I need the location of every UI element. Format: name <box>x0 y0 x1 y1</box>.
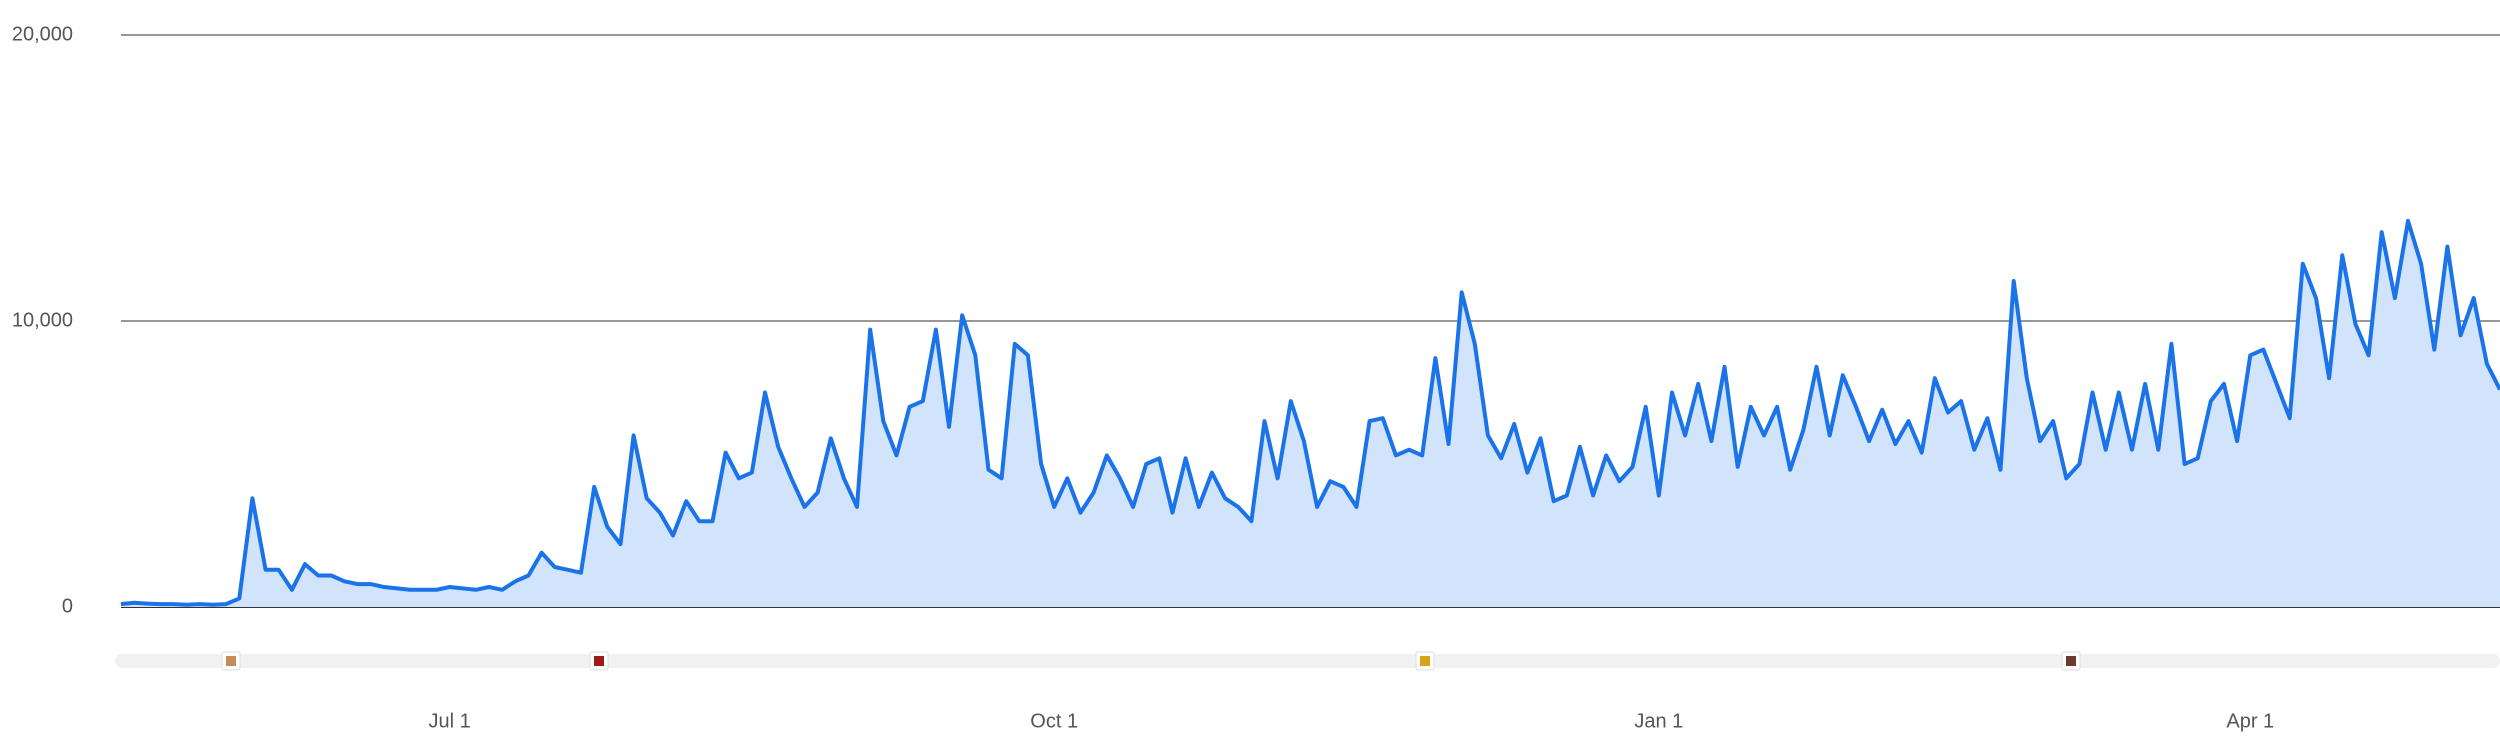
y-tick-label: 20,000 <box>12 23 73 45</box>
y-tick-label: 0 <box>62 595 73 617</box>
area <box>121 220 2500 607</box>
icon-image <box>226 656 236 666</box>
icon-image <box>1420 656 1430 666</box>
icon-image <box>594 656 604 666</box>
plot: 0 10,000 20,000 Jul 1 Oct 1 Jan 1 Apr 1 <box>12 23 2500 732</box>
line <box>120 218 2500 607</box>
x-tick-label: Jul 1 <box>428 710 470 732</box>
x-tick-label: Apr 1 <box>2226 710 2274 732</box>
annotation-timeline <box>115 654 2500 668</box>
y-tick-label: 10,000 <box>12 309 73 331</box>
x-tick-label: Jan 1 <box>1634 710 1683 732</box>
annotation-icons <box>221 651 2081 671</box>
icon-image <box>2066 656 2076 666</box>
x-tick-label: Oct 1 <box>1030 710 1078 732</box>
